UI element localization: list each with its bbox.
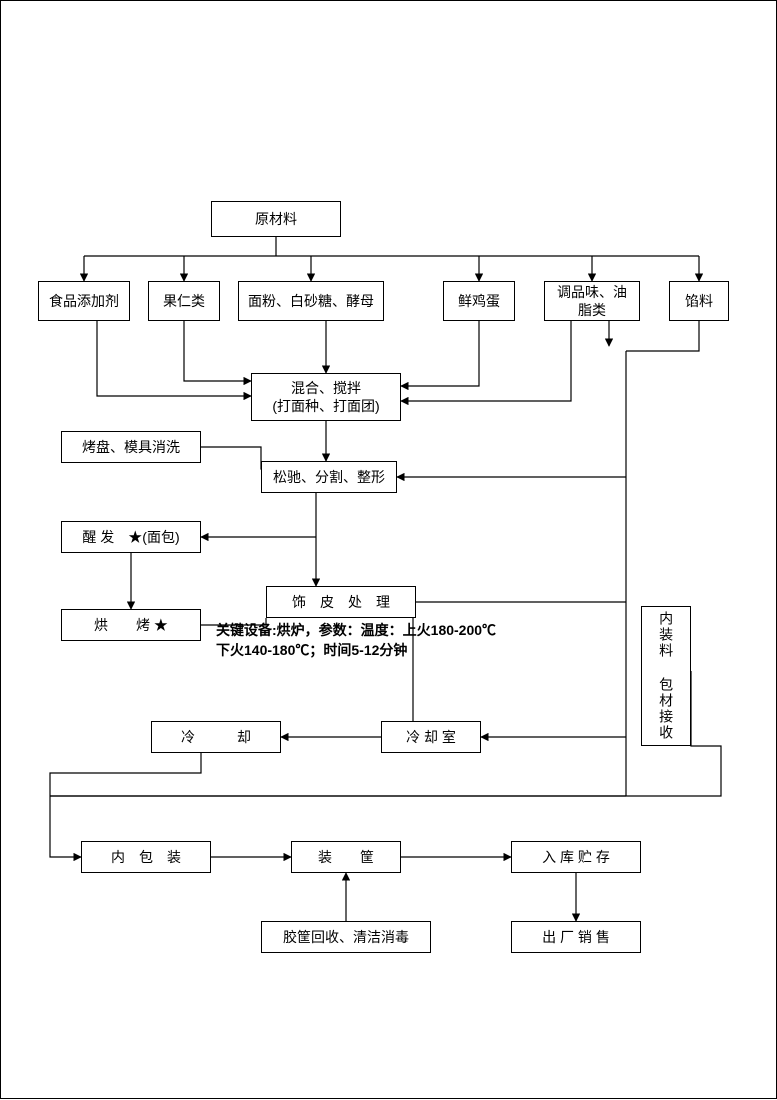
node-moldwash: 烤盘、模具消洗 bbox=[61, 431, 201, 463]
node-basket: 装 筐 bbox=[291, 841, 401, 873]
node-raw: 原材料 bbox=[211, 201, 341, 237]
node-pkgrecv: 内装料 包材接收 bbox=[641, 606, 691, 746]
node-flour: 面粉、白砂糖、酵母 bbox=[238, 281, 384, 321]
flowchart-page: 原材料 食品添加剂 果仁类 面粉、白砂糖、酵母 鲜鸡蛋 调品味、油脂类 馅料 混… bbox=[0, 0, 777, 1099]
node-coolroom: 冷 却 室 bbox=[381, 721, 481, 753]
node-shape: 松驰、分割、整形 bbox=[261, 461, 397, 493]
node-nuts: 果仁类 bbox=[148, 281, 220, 321]
node-egg: 鲜鸡蛋 bbox=[443, 281, 515, 321]
node-filling: 馅料 bbox=[669, 281, 729, 321]
node-proof: 醒 发 ★(面包) bbox=[61, 521, 201, 553]
node-cool: 冷 却 bbox=[151, 721, 281, 753]
node-sale: 出 厂 销 售 bbox=[511, 921, 641, 953]
node-bake: 烘 烤 ★ bbox=[61, 609, 201, 641]
equipment-note: 关键设备:烘炉，参数：温度：上火180-200℃下火140-180℃；时间5-1… bbox=[216, 621, 496, 660]
node-season: 调品味、油脂类 bbox=[544, 281, 640, 321]
node-store: 入 库 贮 存 bbox=[511, 841, 641, 873]
node-recycle: 胶筐回收、清洁消毒 bbox=[261, 921, 431, 953]
node-mix: 混合、搅拌(打面种、打面团) bbox=[251, 373, 401, 421]
node-deco: 饰 皮 处 理 bbox=[266, 586, 416, 618]
node-innerpack: 内 包 装 bbox=[81, 841, 211, 873]
node-additive: 食品添加剂 bbox=[38, 281, 130, 321]
